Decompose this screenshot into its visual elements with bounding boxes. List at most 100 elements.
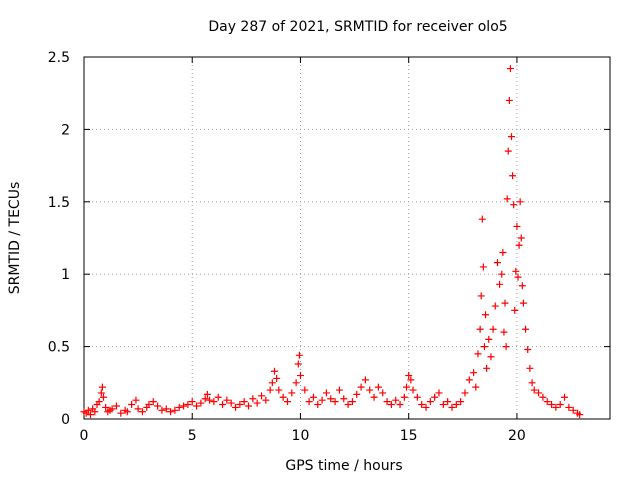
data-point	[180, 402, 188, 410]
data-point	[203, 390, 211, 398]
data-point	[383, 398, 391, 406]
data-point	[97, 389, 105, 397]
data-point	[465, 376, 473, 384]
data-point	[511, 306, 519, 314]
data-point	[257, 392, 265, 400]
data-point	[505, 96, 513, 104]
data-point	[561, 393, 569, 401]
data-point	[483, 364, 491, 372]
data-point	[552, 403, 560, 411]
y-tick-label: 0.5	[48, 340, 70, 356]
data-point	[366, 386, 374, 394]
data-point	[508, 133, 516, 141]
x-tick-label: 5	[188, 428, 197, 444]
data-point	[279, 393, 287, 401]
data-point	[379, 389, 387, 397]
data-point	[227, 399, 235, 407]
data-point	[489, 325, 497, 333]
data-point	[249, 395, 257, 403]
data-point	[400, 393, 408, 401]
data-point	[273, 374, 281, 382]
data-point	[515, 241, 523, 249]
data-point	[444, 398, 452, 406]
axis-ticks	[83, 56, 610, 420]
data-point	[491, 302, 499, 310]
data-point	[413, 393, 421, 401]
y-axis-label: SRMTID / TECUs	[7, 182, 23, 295]
data-point	[524, 345, 532, 353]
data-point	[340, 395, 348, 403]
data-point	[485, 335, 493, 343]
data-point	[518, 282, 526, 290]
data-point	[292, 379, 300, 387]
data-point	[158, 406, 166, 414]
data-point	[418, 401, 426, 409]
data-point	[123, 408, 131, 416]
data-point	[232, 403, 240, 411]
data-point	[409, 386, 417, 394]
data-point	[240, 398, 248, 406]
data-point	[514, 273, 522, 281]
data-point	[479, 263, 487, 271]
data-point	[509, 172, 517, 180]
data-point	[210, 398, 218, 406]
data-point	[314, 401, 322, 409]
data-point	[236, 401, 244, 409]
data-point	[253, 399, 261, 407]
data-point	[504, 147, 512, 155]
data-point	[476, 325, 484, 333]
x-axis-label: GPS time / hours	[285, 458, 402, 474]
data-point	[506, 65, 514, 73]
data-point	[513, 222, 521, 230]
data-point	[322, 389, 330, 397]
data-point	[283, 398, 291, 406]
data-point	[487, 353, 495, 361]
data-point	[503, 195, 511, 203]
data-point	[294, 360, 302, 368]
data-point	[305, 398, 313, 406]
data-point	[569, 406, 577, 414]
data-point	[108, 405, 116, 413]
data-point	[576, 411, 584, 419]
data-point	[548, 401, 556, 409]
data-point	[370, 393, 378, 401]
data-point	[522, 325, 530, 333]
data-point	[335, 386, 343, 394]
data-point	[86, 411, 94, 419]
data-point	[134, 405, 142, 413]
data-point	[407, 376, 415, 384]
data-point	[175, 403, 183, 411]
data-point	[275, 386, 283, 394]
y-tick-label: 2	[61, 122, 70, 138]
data-point	[502, 343, 510, 351]
data-point	[565, 403, 573, 411]
data-point	[331, 398, 339, 406]
y-tick-label: 1.5	[48, 195, 70, 211]
data-point	[405, 372, 413, 380]
data-point	[499, 248, 507, 256]
data-point	[102, 403, 110, 411]
data-point	[539, 393, 547, 401]
data-point	[528, 379, 536, 387]
data-point	[498, 270, 506, 278]
data-point	[167, 408, 175, 416]
data-point	[91, 408, 99, 416]
y-tick-label: 2.5	[48, 50, 70, 66]
data-point	[99, 393, 107, 401]
x-tick-label: 0	[80, 428, 89, 444]
data-point	[431, 393, 439, 401]
data-point	[149, 398, 157, 406]
data-point	[206, 396, 214, 404]
data-point	[95, 398, 103, 406]
data-point	[474, 350, 482, 358]
data-point	[262, 396, 270, 404]
data-point	[535, 389, 543, 397]
data-point	[457, 398, 465, 406]
data-point	[530, 386, 538, 394]
axis-tick-labels: 0 5 10 15 20 0 0.5 1 1.5 2 2.5	[48, 50, 526, 444]
data-point	[482, 311, 490, 319]
data-point	[301, 386, 309, 394]
data-point	[288, 389, 296, 397]
data-point	[396, 401, 404, 409]
